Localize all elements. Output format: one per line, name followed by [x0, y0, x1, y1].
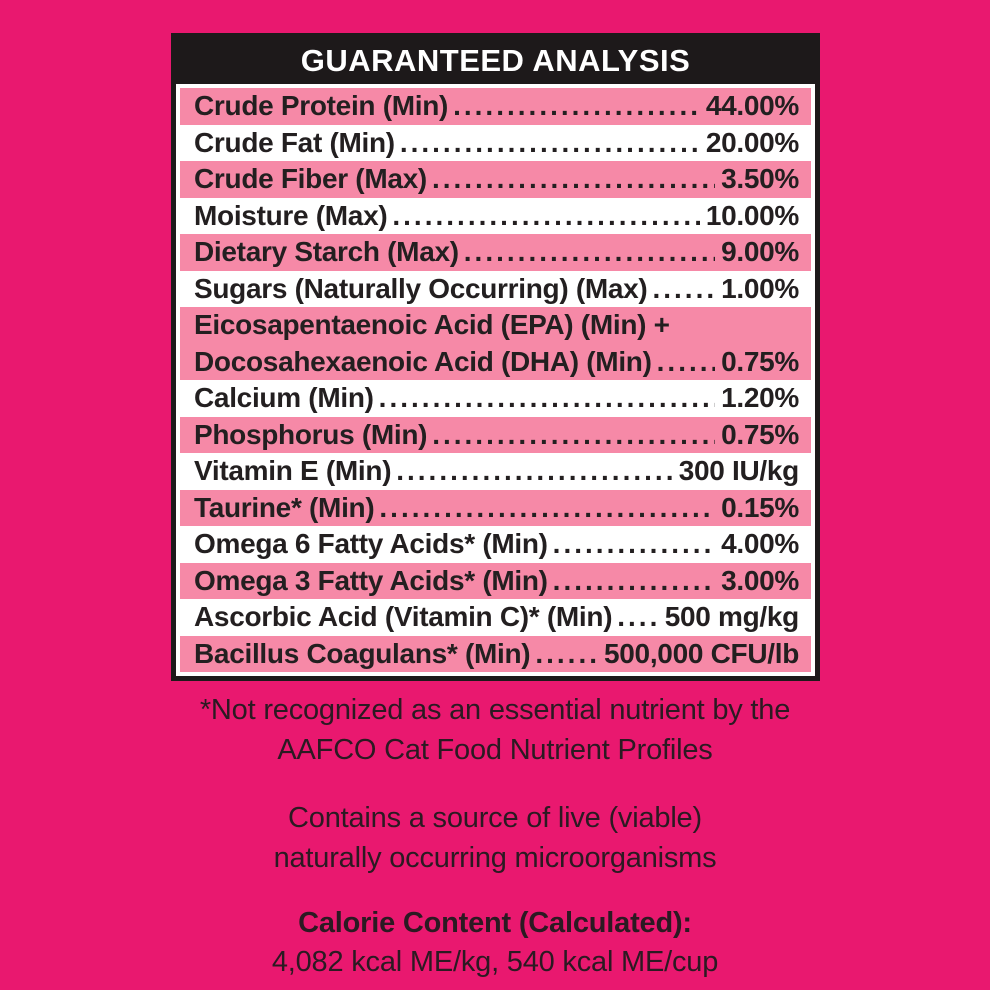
nutrient-line: Sugars (Naturally Occurring) (Max) 1.00% [180, 271, 811, 308]
nutrient-label: Omega 6 Fatty Acids* (Min) [194, 528, 548, 559]
nutrient-label: Ascorbic Acid (Vitamin C)* (Min) [194, 601, 613, 632]
microorganisms-note-line2: naturally occurring microorganisms [273, 842, 717, 874]
nutrient-label: Sugars (Naturally Occurring) (Max) [194, 272, 648, 304]
dot-leader [553, 563, 715, 600]
microorganisms-note: Contains a source of live (viable) natur… [0, 798, 990, 878]
asterisk-footnote-line1: *Not recognized as an essential nutrient… [199, 694, 791, 726]
dot-leader [432, 417, 715, 454]
nutrient-row: Calcium (Min) 1.20% [180, 380, 811, 417]
calorie-content-value: 4,082 kcal ME/kg, 540 kcal ME/cup [271, 946, 719, 978]
nutrient-line: Crude Fat (Min) 20.00% [180, 125, 811, 162]
nutrient-line: Docosahexaenoic Acid (DHA) (Min) 0.75% [180, 344, 811, 381]
nutrient-row: Eicosapentaenoic Acid (EPA) (Min) + Docos… [180, 307, 811, 380]
nutrient-label: Omega 3 Fatty Acids* (Min) [194, 564, 548, 596]
nutrient-label: Docosahexaenoic Acid (DHA) (Min) [194, 345, 652, 377]
nutrient-label: Bacillus Coagulans* (Min) [194, 637, 531, 669]
nutrient-value: 0.75% [721, 418, 799, 450]
nutrient-value: 1.20% [721, 382, 799, 413]
microorganisms-note-line1: Contains a source of live (viable) [288, 802, 702, 834]
nutrient-line: Moisture (Max) 10.00% [180, 198, 811, 235]
nutrient-row: Taurine* (Min) 0.15% [180, 489, 811, 527]
calorie-content: Calorie Content (Calculated): 4,082 kcal… [0, 904, 990, 982]
nutrient-value: 1.00% [721, 272, 799, 304]
calorie-content-heading: Calorie Content (Calculated): [298, 907, 692, 939]
dot-leader [396, 453, 673, 490]
guaranteed-analysis-body: Crude Protein (Min) 44.00% Crude Fat (Min)… [176, 84, 815, 676]
nutrient-value: 300 IU/kg [678, 455, 800, 486]
nutrient-line: Ascorbic Acid (Vitamin C)* (Min) 500 mg/k… [180, 599, 811, 636]
nutrient-label: Eicosapentaenoic Acid (EPA) (Min) + [194, 309, 670, 340]
nutrient-line: Crude Fiber (Max) 3.50% [180, 161, 811, 198]
nutrient-row: Dietary Starch (Max) 9.00% [180, 234, 811, 271]
nutrient-row: Crude Protein (Min) 44.00% [180, 88, 811, 125]
nutrient-value: 44.00% [705, 90, 799, 121]
guaranteed-analysis-title: GUARANTEED ANALYSIS [300, 43, 691, 78]
nutrient-row: Sugars (Naturally Occurring) (Max) 1.00% [180, 270, 811, 308]
asterisk-footnote-line2: AAFCO Cat Food Nutrient Profiles [277, 734, 713, 766]
asterisk-footnote: *Not recognized as an essential nutrient… [0, 690, 990, 770]
nutrient-row: Phosphorus (Min) 0.75% [180, 416, 811, 454]
nutrient-label: Crude Protein (Min) [194, 90, 449, 121]
dot-leader [553, 526, 715, 563]
nutrient-line: Calcium (Min) 1.20% [180, 380, 811, 417]
dot-leader [535, 636, 598, 673]
nutrient-line: Omega 3 Fatty Acids* (Min) 3.00% [180, 563, 811, 600]
nutrient-row: Omega 3 Fatty Acids* (Min) 3.00% [180, 562, 811, 600]
dot-leader [400, 125, 700, 162]
nutrient-line: Dietary Starch (Max) 9.00% [180, 234, 811, 271]
nutrient-value: 500,000 CFU/lb [604, 637, 799, 669]
nutrient-row: Bacillus Coagulans* (Min) 500,000 CFU/lb [180, 635, 811, 673]
dot-leader [453, 88, 700, 125]
dot-leader [652, 271, 715, 308]
nutrient-value: 9.00% [721, 236, 799, 267]
nutrient-line: Omega 6 Fatty Acids* (Min) 4.00% [180, 526, 811, 563]
nutrient-value: 0.75% [721, 345, 799, 377]
nutrient-value: 3.50% [721, 163, 799, 194]
dot-leader [379, 490, 715, 527]
nutrient-row: Crude Fiber (Max) 3.50% [180, 161, 811, 198]
nutrient-value: 20.00% [705, 126, 799, 158]
nutrient-value: 4.00% [721, 528, 799, 559]
nutrient-line: Taurine* (Min) 0.15% [180, 490, 811, 527]
nutrient-value: 500 mg/kg [664, 601, 800, 632]
nutrient-line: Phosphorus (Min) 0.75% [180, 417, 811, 454]
nutrient-line: Crude Protein (Min) 44.00% [180, 88, 811, 125]
nutrient-label: Phosphorus (Min) [194, 418, 428, 450]
dot-leader [617, 599, 659, 636]
dot-leader [657, 344, 715, 381]
nutrient-line: Eicosapentaenoic Acid (EPA) (Min) + [180, 307, 811, 344]
nutrient-row: Vitamin E (Min) 300 IU/kg [180, 453, 811, 490]
dot-leader [392, 198, 699, 235]
nutrient-value: 10.00% [705, 199, 799, 231]
nutrient-label: Taurine* (Min) [194, 491, 375, 523]
nutrient-label: Dietary Starch (Max) [194, 236, 459, 267]
nutrient-value: 3.00% [721, 564, 799, 596]
nutrient-label: Moisture (Max) [194, 199, 388, 231]
nutrient-value: 0.15% [721, 491, 799, 523]
nutrient-row: Moisture (Max) 10.00% [180, 197, 811, 235]
nutrient-row: Ascorbic Acid (Vitamin C)* (Min) 500 mg/k… [180, 599, 811, 636]
dot-leader [379, 380, 715, 417]
dot-leader [432, 161, 715, 198]
nutrient-row: Omega 6 Fatty Acids* (Min) 4.00% [180, 526, 811, 563]
dot-leader [464, 234, 715, 271]
nutrient-label: Crude Fat (Min) [194, 126, 395, 158]
nutrient-label: Crude Fiber (Max) [194, 163, 427, 194]
guaranteed-analysis-table: GUARANTEED ANALYSIS Crude Protein (Min) 4… [171, 33, 820, 681]
guaranteed-analysis-header: GUARANTEED ANALYSIS [176, 38, 815, 84]
nutrient-line: Vitamin E (Min) 300 IU/kg [180, 453, 811, 490]
nutrient-row: Crude Fat (Min) 20.00% [180, 124, 811, 162]
nutrient-label: Vitamin E (Min) [194, 455, 392, 486]
nutrient-label: Calcium (Min) [194, 382, 374, 413]
nutrient-line: Bacillus Coagulans* (Min) 500,000 CFU/lb [180, 636, 811, 673]
